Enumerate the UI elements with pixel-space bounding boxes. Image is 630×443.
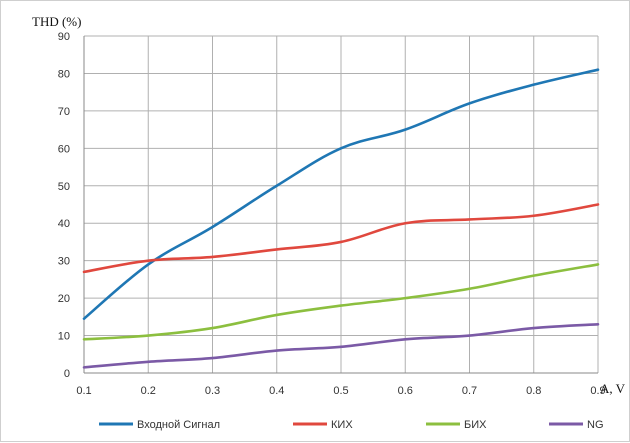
series-line-3 <box>82 263 600 341</box>
x-tick-label: 0.5 <box>333 385 348 397</box>
x-tick-label: 0.2 <box>141 385 156 397</box>
y-tick-label: 70 <box>58 106 70 118</box>
y-tick-label: 40 <box>58 218 70 230</box>
x-tick-label: 0.9 <box>590 385 605 397</box>
series-line-2 <box>82 203 600 274</box>
y-axis-title: THD (%) <box>32 14 81 29</box>
y-tick-label: 60 <box>58 143 70 155</box>
x-axis-title: A, V <box>600 381 626 396</box>
legend-label: NG <box>587 419 604 431</box>
x-tick-label: 0.8 <box>526 385 541 397</box>
series-line-4 <box>82 323 600 369</box>
legend-label: КИХ <box>331 419 353 431</box>
y-tick-label: 20 <box>58 293 70 305</box>
x-tick-label: 0.1 <box>76 385 91 397</box>
y-tick-label: 30 <box>58 256 70 268</box>
x-tick-label: 0.6 <box>398 385 413 397</box>
legend-label: БИХ <box>464 419 487 431</box>
grid <box>83 35 599 374</box>
legend-label: Входной Сигнал <box>137 419 220 431</box>
series-lines <box>82 68 600 369</box>
y-tick-label: 10 <box>58 331 70 343</box>
y-tick-label: 0 <box>64 368 70 380</box>
x-tick-label: 0.4 <box>269 385 284 397</box>
y-tick-label: 90 <box>58 31 70 43</box>
legend: Входной Сигнал КИХ БИХ NG <box>99 419 604 431</box>
tick-labels: 0 10 20 30 40 50 60 70 80 90 0.1 0.2 0.3 0.4 0.5 0.6 0.7… <box>58 31 606 397</box>
series-line-1 <box>82 68 600 321</box>
y-tick-label: 50 <box>58 181 70 193</box>
y-tick-label: 80 <box>58 68 70 80</box>
axes <box>83 36 598 374</box>
x-tick-label: 0.3 <box>205 385 220 397</box>
x-tick-label: 0.7 <box>462 385 477 397</box>
